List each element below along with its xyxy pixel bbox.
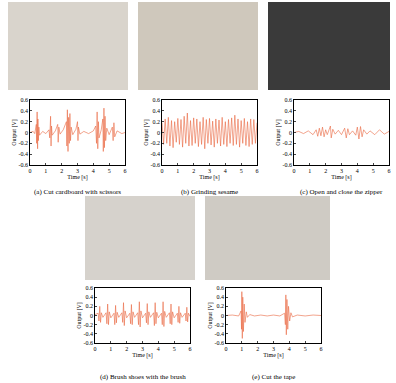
svg-text:-0.4: -0.4 <box>215 331 225 337</box>
svg-text:3: 3 <box>272 346 275 352</box>
svg-text:Output [V]: Output [V] <box>11 119 18 146</box>
svg-text:1: 1 <box>109 346 112 352</box>
svg-text:Time [s]: Time [s] <box>132 352 152 359</box>
svg-text:(b) Grinding sesame: (b) Grinding sesame <box>181 188 238 196</box>
svg-text:-0.4: -0.4 <box>151 151 161 157</box>
svg-text:0: 0 <box>90 313 93 319</box>
svg-text:-0.4: -0.4 <box>19 151 29 157</box>
svg-text:2: 2 <box>324 168 327 174</box>
svg-text:Time [s]: Time [s] <box>263 352 283 359</box>
svg-text:0: 0 <box>25 130 28 136</box>
svg-text:1: 1 <box>176 168 179 174</box>
svg-text:0.2: 0.2 <box>217 303 225 309</box>
svg-text:6: 6 <box>124 168 127 174</box>
svg-text:0.6: 0.6 <box>21 97 29 103</box>
svg-text:-0.2: -0.2 <box>19 140 29 146</box>
svg-text:6: 6 <box>189 346 192 352</box>
svg-text:5: 5 <box>173 346 176 352</box>
svg-text:2: 2 <box>256 346 259 352</box>
svg-text:5: 5 <box>304 346 307 352</box>
svg-text:Output [V]: Output [V] <box>143 119 150 146</box>
svg-text:3: 3 <box>208 168 211 174</box>
svg-text:Time [s]: Time [s] <box>331 174 351 181</box>
svg-text:0.2: 0.2 <box>86 303 94 309</box>
svg-text:-0.6: -0.6 <box>283 162 293 168</box>
svg-text:0.6: 0.6 <box>217 285 225 291</box>
svg-text:0: 0 <box>29 168 32 174</box>
svg-text:-0.2: -0.2 <box>283 140 293 146</box>
svg-text:6: 6 <box>320 346 323 352</box>
svg-text:5: 5 <box>108 168 111 174</box>
svg-text:4: 4 <box>92 168 95 174</box>
svg-text:Output [V]: Output [V] <box>76 302 83 329</box>
svg-text:0.6: 0.6 <box>153 97 161 103</box>
svg-text:0.6: 0.6 <box>285 97 293 103</box>
svg-text:0: 0 <box>161 168 164 174</box>
svg-text:1: 1 <box>308 168 311 174</box>
svg-text:0.4: 0.4 <box>21 108 29 114</box>
svg-text:2: 2 <box>60 168 63 174</box>
svg-text:4: 4 <box>288 346 291 352</box>
svg-text:(d) Brush shoes with the brush: (d) Brush shoes with the brush <box>100 373 186 381</box>
svg-text:(c) Open and close the zipper: (c) Open and close the zipper <box>300 188 383 196</box>
svg-text:-0.2: -0.2 <box>84 322 94 328</box>
svg-text:0.4: 0.4 <box>153 108 161 114</box>
svg-text:1: 1 <box>44 168 47 174</box>
svg-text:2: 2 <box>192 168 195 174</box>
svg-text:-0.2: -0.2 <box>151 140 161 146</box>
svg-text:(a) Cut cardboard with scissor: (a) Cut cardboard with scissors <box>34 188 121 196</box>
svg-text:6: 6 <box>388 168 391 174</box>
svg-text:-0.6: -0.6 <box>84 340 94 346</box>
svg-text:Output [V]: Output [V] <box>207 302 214 329</box>
svg-text:0.4: 0.4 <box>217 294 225 300</box>
svg-text:3: 3 <box>141 346 144 352</box>
svg-text:0.2: 0.2 <box>21 119 29 125</box>
svg-text:Output [V]: Output [V] <box>275 119 282 146</box>
svg-text:0: 0 <box>157 130 160 136</box>
svg-text:0: 0 <box>289 130 292 136</box>
svg-text:-0.6: -0.6 <box>215 340 225 346</box>
svg-text:4: 4 <box>157 346 160 352</box>
svg-text:3: 3 <box>340 168 343 174</box>
svg-text:0: 0 <box>221 313 224 319</box>
svg-text:2: 2 <box>125 346 128 352</box>
svg-text:3: 3 <box>76 168 79 174</box>
svg-text:5: 5 <box>372 168 375 174</box>
svg-text:-0.6: -0.6 <box>19 162 29 168</box>
svg-text:0.2: 0.2 <box>285 119 293 125</box>
svg-text:6: 6 <box>256 168 259 174</box>
svg-text:Time [s]: Time [s] <box>199 174 219 181</box>
svg-text:5: 5 <box>240 168 243 174</box>
svg-text:-0.2: -0.2 <box>215 322 225 328</box>
svg-text:0: 0 <box>293 168 296 174</box>
svg-text:4: 4 <box>356 168 359 174</box>
svg-text:0.4: 0.4 <box>86 294 94 300</box>
svg-text:4: 4 <box>224 168 227 174</box>
svg-text:Time [s]: Time [s] <box>67 174 87 181</box>
svg-text:0.4: 0.4 <box>285 108 293 114</box>
svg-text:0.2: 0.2 <box>153 119 161 125</box>
svg-text:-0.6: -0.6 <box>151 162 161 168</box>
svg-text:0.6: 0.6 <box>86 285 94 291</box>
svg-text:-0.4: -0.4 <box>283 151 293 157</box>
svg-text:1: 1 <box>240 346 243 352</box>
svg-text:0: 0 <box>225 346 228 352</box>
svg-text:-0.4: -0.4 <box>84 331 94 337</box>
svg-text:(e) Cut the tape: (e) Cut the tape <box>252 373 295 381</box>
svg-text:0: 0 <box>94 346 97 352</box>
